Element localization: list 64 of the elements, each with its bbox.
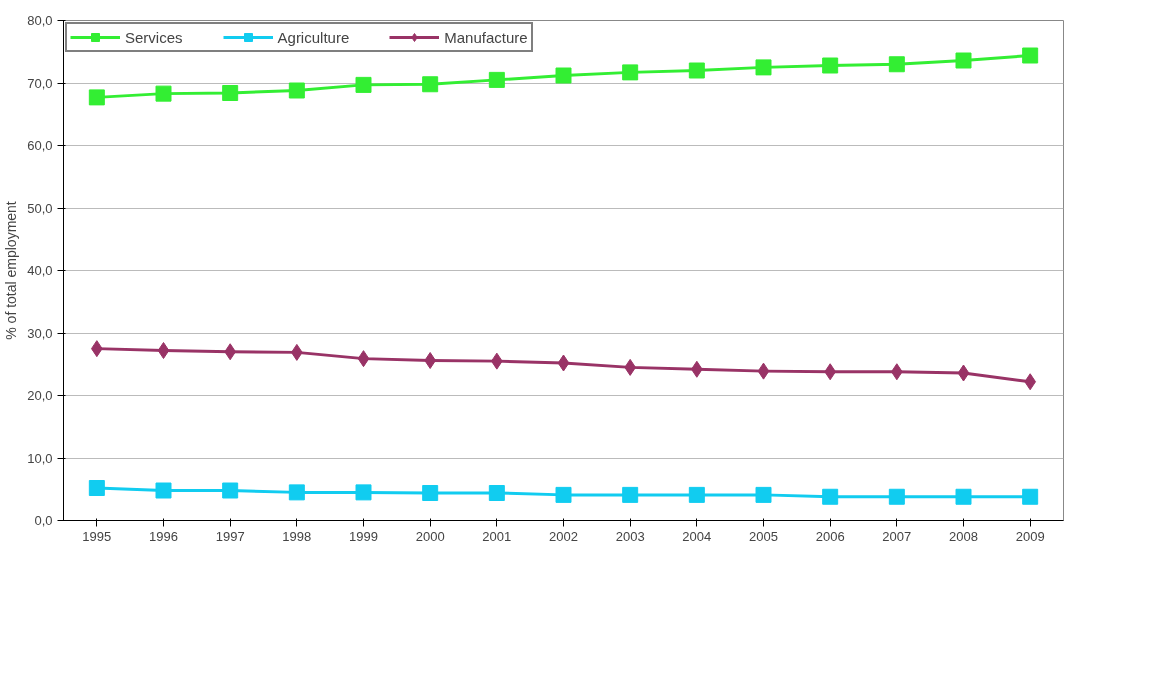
point <box>355 76 372 93</box>
point <box>222 85 239 101</box>
point <box>488 485 505 501</box>
point <box>422 485 439 501</box>
point <box>1022 488 1039 505</box>
y-tick-label: 60,0 <box>27 138 53 153</box>
point <box>155 482 172 499</box>
point <box>357 350 370 368</box>
y-tick-label: 0,0 <box>34 513 53 528</box>
point <box>488 71 505 88</box>
point <box>557 354 570 372</box>
point <box>88 89 105 106</box>
point <box>157 342 170 359</box>
point <box>688 62 705 79</box>
y-tick-label: 80,0 <box>27 13 53 28</box>
legend-label: Services <box>125 28 183 46</box>
x-tick-label: 1999 <box>349 528 378 544</box>
x-tick-label: 2001 <box>482 528 512 544</box>
point <box>822 488 839 505</box>
point <box>622 486 639 503</box>
point <box>688 486 705 503</box>
y-tick-label: 70,0 <box>27 75 53 91</box>
y-tick-label: 20,0 <box>27 388 53 403</box>
x-tick-label: 1995 <box>82 528 112 544</box>
x-tick-label: 2003 <box>615 528 645 544</box>
point <box>755 486 772 503</box>
point <box>88 480 105 496</box>
point <box>757 362 770 380</box>
point <box>755 59 772 76</box>
point <box>222 482 239 499</box>
point <box>555 67 572 84</box>
y-tick-label: 30,0 <box>27 325 53 341</box>
point <box>555 486 572 503</box>
x-tick-label: 2002 <box>549 528 578 544</box>
point <box>1022 47 1039 64</box>
point <box>155 85 172 102</box>
point <box>888 56 905 73</box>
x-tick-label: 2006 <box>815 528 845 544</box>
x-tick-label: 2009 <box>1015 528 1045 544</box>
legend-label: Manufacture <box>444 28 528 46</box>
point <box>622 64 639 81</box>
point <box>888 488 905 505</box>
point <box>422 76 439 93</box>
point <box>288 82 305 99</box>
x-tick-label: 2007 <box>882 528 912 544</box>
point <box>955 52 972 69</box>
point <box>288 484 305 501</box>
x-tick-label: 2000 <box>415 528 445 544</box>
point <box>424 352 436 369</box>
legend-label: Agriculture <box>277 28 350 46</box>
x-tick-label: 2005 <box>749 528 778 544</box>
point <box>822 57 839 74</box>
x-tick-label: 1997 <box>215 528 245 544</box>
y-tick-label: 50,0 <box>27 200 53 216</box>
y-axis-title: % of total employment <box>3 201 20 340</box>
x-tick-label: 1996 <box>149 528 178 544</box>
x-tick-label: 2008 <box>949 528 978 544</box>
x-tick-label: 2004 <box>682 528 712 544</box>
y-tick-label: 40,0 <box>27 263 53 278</box>
point <box>955 488 972 505</box>
x-tick-label: 1998 <box>282 528 312 544</box>
y-tick-label: 10,0 <box>27 450 53 466</box>
point <box>957 364 970 382</box>
point <box>355 484 372 501</box>
